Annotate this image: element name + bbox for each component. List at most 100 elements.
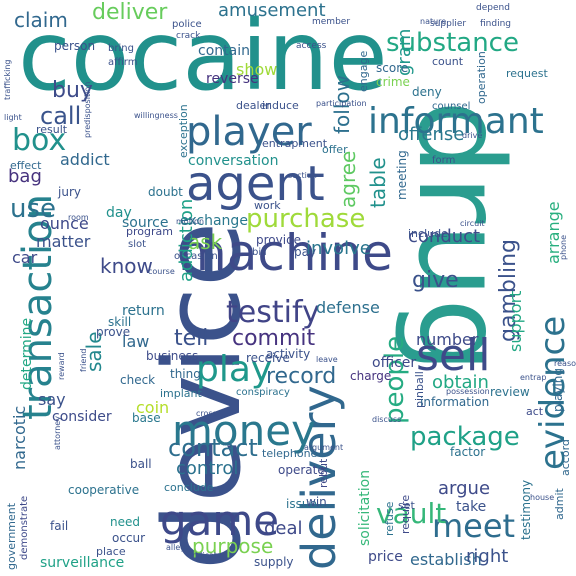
cloud-word: matter (36, 232, 91, 251)
cloud-word: discuss (372, 415, 402, 424)
cloud-word: supply (254, 555, 294, 569)
cloud-word: receive (246, 351, 290, 365)
cloud-word: box (12, 123, 67, 158)
cloud-word: result (36, 123, 68, 136)
cloud-word: pay (294, 245, 317, 259)
cloud-word: check (120, 373, 156, 387)
cloud-word: play (196, 349, 273, 390)
cloud-word: testify (226, 295, 320, 330)
cloud-word: occur (112, 531, 146, 545)
cloud-word: reason (554, 359, 576, 368)
cloud-word: allege (166, 543, 191, 552)
cloud-word: skill (108, 315, 132, 329)
cloud-word: price (368, 549, 403, 565)
cloud-word: demonstrate (19, 495, 30, 560)
cloud-word: officer (372, 355, 417, 371)
cloud-word: possession (446, 387, 490, 396)
cloud-word: reward (57, 352, 66, 380)
cloud-word: commit (232, 326, 316, 351)
cloud-word: participation (316, 99, 367, 108)
cloud-word: source (122, 215, 169, 231)
cloud-word: entrapment (262, 137, 328, 150)
cloud-word: motion (176, 217, 205, 226)
cloud-word: tell (174, 326, 209, 351)
cloud-word: induce (262, 99, 299, 112)
cloud-word: obtain (432, 372, 489, 393)
cloud-word: surveillance (40, 555, 125, 571)
cloud-word: right (466, 546, 509, 567)
cloud-word: consider (52, 409, 112, 425)
cloud-word: conduct (408, 226, 481, 247)
cloud-word: substance (386, 28, 519, 58)
cloud-word: set (398, 499, 415, 512)
cloud-word: counsel (432, 101, 471, 112)
cloud-word: rebut (317, 458, 330, 488)
cloud-word: request (506, 67, 548, 80)
cloud-word: day (106, 205, 132, 221)
cloud-word: member (312, 17, 351, 27)
cloud-word: call (40, 102, 82, 130)
cloud-word: conversation (188, 153, 279, 169)
cloud-word: game (160, 496, 280, 545)
cloud-word: meet (432, 507, 516, 545)
cloud-word: player (186, 109, 312, 155)
cloud-word: control (176, 458, 239, 479)
cloud-word: win (306, 495, 327, 509)
cloud-word: operate (278, 463, 325, 477)
cloud-word: ask (188, 230, 223, 254)
cloud-word: bill (252, 247, 267, 258)
cloud-word: narcotic (10, 405, 29, 470)
cloud-word: cocaine (18, 0, 388, 112)
cloud-word: give (412, 268, 459, 293)
cloud-word: argument (304, 443, 344, 452)
cloud-word: doubt (148, 185, 183, 199)
cloud-word: issue (286, 497, 317, 511)
cloud-word: contact (168, 434, 258, 462)
cloud-word: implant (160, 387, 202, 400)
cloud-word: dealer (236, 99, 271, 112)
cloud-word: deal (264, 518, 303, 539)
cloud-word: support (506, 290, 525, 352)
cloud-word: person (54, 39, 96, 53)
cloud-word: include (408, 227, 448, 240)
cloud-word: place (96, 545, 126, 558)
cloud-word: know (100, 254, 153, 278)
cloud-word: bag (8, 166, 42, 187)
cloud-word: slot (128, 239, 147, 250)
cloud-word: number (416, 330, 479, 349)
cloud-word: agent (186, 156, 325, 212)
cloud-word: business (146, 349, 199, 363)
cloud-word: house (530, 493, 555, 502)
cloud-word: reverse (206, 71, 259, 87)
cloud-word: fail (50, 519, 69, 533)
cloud-word: occasion (174, 251, 218, 262)
cloud-word: telephone (262, 447, 318, 460)
cloud-word: act (526, 405, 544, 418)
cloud-word: engage (357, 50, 370, 92)
cloud-word: sell (416, 330, 491, 381)
cloud-word: score (376, 61, 409, 75)
cloud-word: provide (256, 233, 302, 247)
cloud-word: package (410, 422, 520, 452)
cloud-word: playing (551, 368, 565, 412)
cloud-word: drive (462, 131, 483, 140)
cloud-word: police (172, 19, 202, 30)
cloud-word: informant (368, 101, 544, 142)
cloud-word: form (432, 155, 456, 166)
cloud-word: thing (170, 367, 201, 381)
cloud-word: claim (14, 8, 68, 32)
cloud-word: work (254, 199, 281, 212)
cloud-word: attorney (53, 416, 62, 450)
cloud-word: trafficking (3, 59, 12, 100)
cloud-word: section (288, 171, 317, 180)
cloud-word: conclude (164, 481, 214, 494)
cloud-word: affirm (108, 57, 138, 68)
cloud-word: conspiracy (236, 387, 290, 398)
cloud-word: jury (58, 185, 81, 199)
cloud-word: depend (476, 3, 510, 13)
cloud-word: leave (316, 355, 338, 364)
cloud-word: agree (336, 150, 360, 208)
cloud-word: predisposition (83, 81, 92, 138)
cloud-word: room (68, 213, 89, 222)
cloud-word: finding (480, 19, 512, 29)
